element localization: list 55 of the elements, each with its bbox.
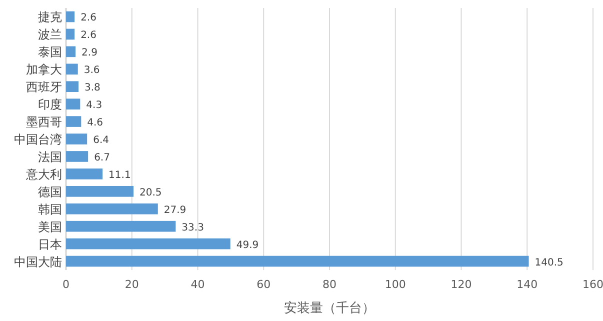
y-tick-label: 加拿大 <box>26 62 62 77</box>
data-label: 6.7 <box>94 152 110 164</box>
x-tick-label: 160 <box>582 278 603 291</box>
bar <box>66 134 88 144</box>
y-tick-label: 中国大陆 <box>14 254 62 269</box>
bar <box>66 116 82 127</box>
x-tick-label: 60 <box>256 278 271 291</box>
data-label: 20.5 <box>140 187 162 198</box>
data-label: 140.5 <box>534 257 564 268</box>
y-tick-label: 日本 <box>38 237 62 252</box>
y-tick-label: 西班牙 <box>26 80 62 94</box>
x-tick-label: 120 <box>450 278 472 291</box>
data-label: 2.6 <box>80 12 96 24</box>
data-label: 4.6 <box>87 118 104 129</box>
y-tick-label: 德国 <box>38 184 62 199</box>
y-tick-label: 美国 <box>38 220 62 234</box>
y-tick-label: 波兰 <box>38 28 62 42</box>
data-label: 2.6 <box>80 30 96 42</box>
bar <box>66 151 88 162</box>
data-label: 2.9 <box>82 48 98 59</box>
y-tick-label: 墨西哥 <box>26 115 62 130</box>
data-label: 49.9 <box>236 240 259 251</box>
y-tick-label: 韩国 <box>38 202 62 216</box>
bar <box>66 64 78 75</box>
y-tick-label: 捷克 <box>38 10 62 24</box>
bar <box>66 186 134 197</box>
bar <box>66 238 230 250</box>
data-label: 27.9 <box>164 204 186 216</box>
y-tick-label: 中国台湾 <box>14 132 62 146</box>
data-label: 3.8 <box>84 82 100 94</box>
bar <box>66 168 103 180</box>
bar <box>66 11 75 22</box>
data-label: 3.6 <box>84 65 100 76</box>
y-tick-label: 意大利 <box>25 167 62 182</box>
bar <box>66 28 75 40</box>
y-tick-label: 泰国 <box>38 45 62 60</box>
y-tick-label: 法国 <box>38 150 62 164</box>
x-tick-label: 140 <box>516 278 538 291</box>
x-tick-label: 100 <box>384 278 406 291</box>
bar <box>66 98 80 110</box>
bar <box>66 81 79 92</box>
x-tick-label: 80 <box>322 278 336 291</box>
x-axis-title: 安装量（千台） <box>284 300 375 316</box>
bar <box>66 256 529 267</box>
data-label: 11.1 <box>108 170 131 181</box>
bar <box>66 220 176 232</box>
data-label: 33.3 <box>182 222 204 234</box>
data-label: 4.3 <box>86 100 102 112</box>
x-tick-label: 40 <box>190 278 205 291</box>
data-label: 6.4 <box>93 135 109 146</box>
x-tick-label: 20 <box>124 278 139 291</box>
x-tick-label: 0 <box>62 278 70 291</box>
bar <box>66 46 76 58</box>
y-tick-label: 印度 <box>38 98 62 112</box>
bar <box>66 203 158 214</box>
